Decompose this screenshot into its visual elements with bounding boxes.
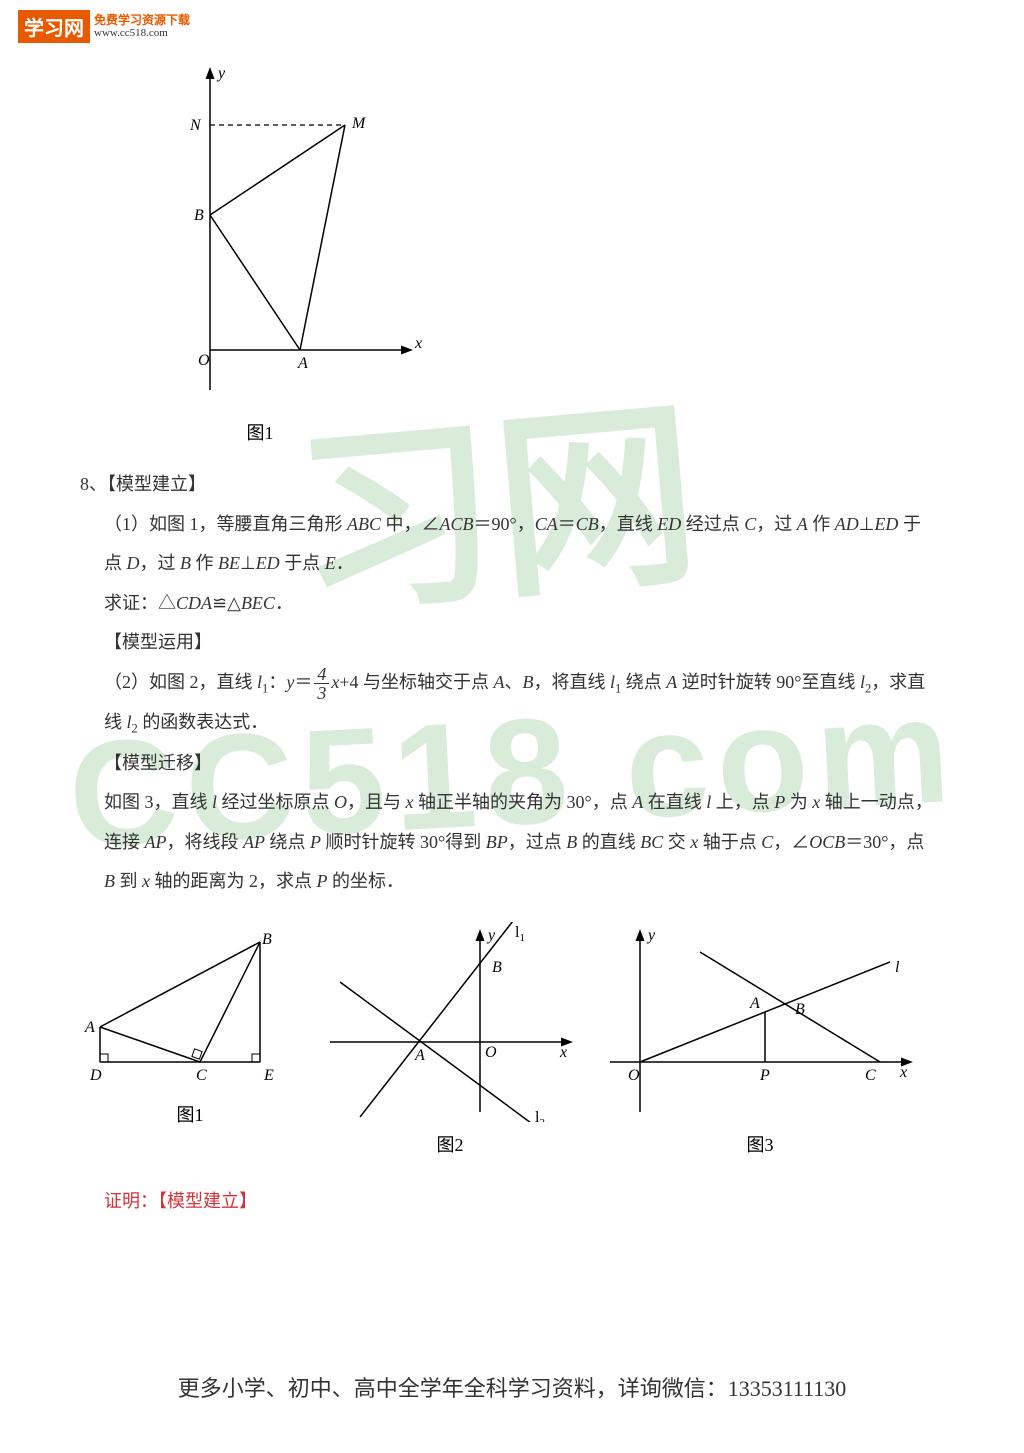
svg-text:O: O [628,1067,640,1084]
section-2-title: 【模型运用】 [80,623,944,663]
svg-text:B: B [262,931,272,948]
svg-text:l1: l1 [515,924,525,944]
svg-text:A: A [414,1047,425,1064]
problem-number: 8、 [80,474,107,494]
svg-text:O: O [485,1044,497,1061]
svg-text:D: D [89,1067,102,1084]
part3-line2: 连接 AP，将线段 AP 绕点 P 顺时针旋转 30°得到 BP，过点 B 的直… [80,823,944,863]
problem-header: 8、【模型建立】 [80,465,944,505]
figure-1-top-label: 图1 [160,419,360,445]
part3-line1: 如图 3，直线 l 经过坐标原点 O，且与 x 轴正半轴的夹角为 30°，点 A… [80,783,944,823]
part2-line2: 线 l2 的函数表达式． [80,703,944,743]
svg-text:O: O [198,352,210,369]
svg-text:l2: l2 [535,1109,545,1122]
fig2-label: 图2 [320,1131,580,1157]
figure-1-bottom: A B C D E 图1 [80,922,300,1157]
part1-line2: 点 D，过 B 作 BE⊥ED 于点 E． [80,544,944,584]
svg-text:N: N [189,117,202,134]
svg-text:x: x [559,1044,567,1061]
figure-1-top: O A B N M x y 图1 [170,60,944,445]
figure-2-bottom: l1 l2 A B O x y 图2 [320,922,580,1157]
svg-text:A: A [84,1019,95,1036]
fig1-label: 图1 [80,1101,300,1127]
figure-3-bottom: A B P C O l x y 图3 [600,922,920,1157]
svg-text:B: B [795,1001,805,1018]
proof-line: 证明：【模型建立】 [80,1187,944,1213]
svg-text:x: x [414,335,422,352]
problem-body: 8、【模型建立】 （1）如图 1，等腰直角三角形 ABC 中，∠ACB＝90°，… [80,465,944,902]
svg-text:A: A [297,355,308,372]
svg-text:x: x [899,1064,907,1081]
figures-row: A B C D E 图1 l1 [80,922,944,1157]
svg-text:M: M [351,115,367,132]
svg-text:E: E [263,1067,274,1084]
prove-line: 求证：△CDA≌△BEC． [80,584,944,624]
svg-text:B: B [194,207,204,224]
svg-text:C: C [865,1067,876,1084]
svg-text:P: P [759,1067,770,1084]
svg-text:y: y [646,927,656,944]
part3-line3: B 到 x 轴的距离为 2，求点 P 的坐标． [80,862,944,902]
section-1-title: 【模型建立】 [107,474,206,494]
fig3-label: 图3 [600,1131,920,1157]
svg-text:y: y [486,927,496,944]
proof-prefix: 证明： [104,1191,158,1211]
page-content: O A B N M x y 图1 8、【模型建立】 （1）如图 1，等腰直角三角… [0,0,1024,1253]
proof-title: 【模型建立】 [158,1191,257,1211]
part1-line1: （1）如图 1，等腰直角三角形 ABC 中，∠ACB＝90°，CA＝CB，直线 … [80,505,944,545]
svg-text:y: y [216,65,226,82]
svg-text:C: C [196,1067,207,1084]
svg-text:l: l [895,959,900,976]
section-3-title: 【模型迁移】 [80,744,944,784]
svg-text:A: A [749,995,760,1012]
svg-text:B: B [492,959,502,976]
page-footer: 更多小学、初中、高中全学年全科学习资料，详询微信：13353111130 [0,1371,1024,1403]
part2-line1: （2）如图 2，直线 l1：y＝43x+4 与坐标轴交于点 A、B，将直线 l1… [80,663,944,703]
